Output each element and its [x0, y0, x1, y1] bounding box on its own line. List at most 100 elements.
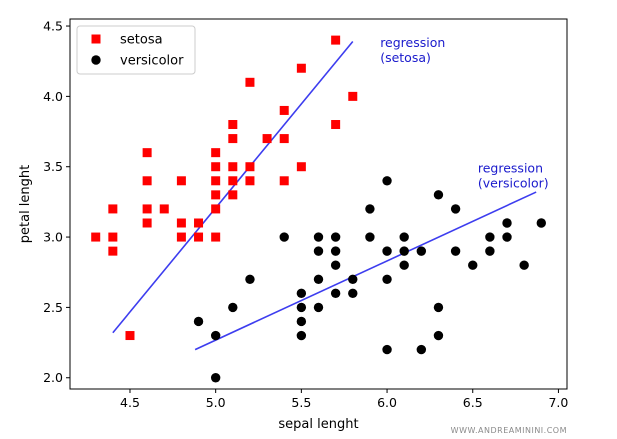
setosa-point	[279, 134, 289, 144]
setosa-point	[108, 232, 118, 242]
versicolor-point	[399, 246, 409, 256]
setosa-point	[245, 77, 255, 87]
versicolor-point	[193, 316, 204, 327]
versicolor-point	[450, 204, 461, 214]
x-tick-label: 6.0	[377, 395, 397, 410]
setosa-point	[211, 162, 221, 172]
versicolor-point	[279, 232, 289, 242]
y-tick-label: 4.5	[43, 19, 63, 34]
setosa-point	[108, 204, 118, 214]
setosa-point	[211, 176, 221, 186]
setosa-point	[262, 134, 272, 144]
setosa-point	[296, 63, 306, 73]
x-tick-label: 5.0	[206, 395, 226, 410]
versicolor-point	[485, 232, 495, 242]
setosa-point	[331, 120, 341, 130]
versicolor-point	[365, 232, 375, 242]
setosa-point	[176, 232, 186, 242]
versicolor-point	[296, 288, 307, 299]
setosa-point	[108, 246, 118, 256]
y-tick-label: 3.0	[43, 230, 63, 245]
versicolor-point	[330, 288, 341, 299]
setosa-point	[142, 176, 152, 186]
versicolor-point	[313, 302, 324, 313]
versicolor-point	[210, 373, 221, 383]
versicolor-point	[348, 274, 358, 284]
versicolor-point	[210, 330, 221, 341]
legend: setosa versicolor	[76, 25, 196, 75]
versicolor-point	[382, 176, 392, 186]
annotation-setosa-line: regression	[380, 35, 445, 50]
y-tick-label: 2.5	[43, 300, 63, 315]
versicolor-point	[330, 246, 341, 256]
legend-label-setosa: setosa	[120, 33, 163, 48]
x-tick-label: 5.5	[291, 395, 311, 410]
setosa-point	[176, 218, 186, 228]
y-tick-label: 4.0	[43, 89, 63, 104]
legend-marker-versicolor	[91, 55, 101, 65]
versicolor-point	[365, 204, 375, 214]
setosa-point	[228, 190, 238, 200]
versicolor-point	[382, 274, 392, 284]
versicolor-point	[313, 232, 324, 242]
annotation-versicolor-line: regression	[478, 160, 543, 175]
versicolor-point	[313, 274, 324, 284]
legend-box	[76, 25, 196, 75]
versicolor-point	[382, 344, 392, 355]
versicolor-point	[416, 246, 427, 256]
plot-area: regression(setosa)regression(versicolor)	[91, 35, 549, 383]
y-tick-label: 3.5	[43, 159, 63, 174]
versicolor-point	[399, 232, 409, 242]
versicolor-point	[296, 302, 307, 313]
setosa-point	[211, 204, 221, 214]
x-axis-label: sepal lenght	[278, 417, 358, 432]
versicolor-point	[228, 302, 238, 313]
versicolor-point	[502, 232, 512, 242]
x-tick-label: 6.5	[463, 395, 483, 410]
regression-versicolor-line	[194, 191, 537, 351]
setosa-point	[279, 105, 289, 115]
versicolor-point	[519, 260, 529, 270]
setosa-point	[348, 91, 358, 101]
setosa-point	[245, 162, 255, 172]
versicolor-point	[245, 274, 255, 284]
setosa-point	[331, 35, 341, 45]
versicolor-point	[348, 288, 358, 299]
versicolor-point	[468, 260, 478, 270]
versicolor-point	[433, 190, 444, 200]
setosa-point	[194, 218, 204, 228]
annotation-versicolor-line: (versicolor)	[478, 175, 549, 190]
versicolor-point	[450, 246, 461, 256]
versicolor-point	[313, 246, 324, 256]
versicolor-point	[296, 330, 307, 341]
versicolor-point	[433, 330, 444, 341]
versicolor-point	[536, 218, 546, 228]
setosa-point	[228, 134, 238, 144]
setosa-point	[194, 232, 204, 242]
versicolor-point	[502, 218, 512, 228]
versicolor-point	[382, 246, 392, 256]
watermark: WWW.ANDREAMININI.COM	[451, 426, 567, 435]
versicolor-point	[399, 260, 409, 270]
x-tick-label: 4.5	[120, 395, 140, 410]
axes: 4.5 5.0 5.5 6.0 6.5 7.0 2.0 2.5 3.0 3.5 4.0 4.5 sepa…	[18, 18, 568, 432]
annotation-setosa-line: (setosa)	[380, 50, 431, 65]
versicolor-point	[330, 232, 341, 242]
setosa-point	[211, 232, 221, 242]
setosa-point	[211, 190, 221, 200]
setosa-point	[142, 204, 152, 214]
versicolor-point	[416, 344, 427, 355]
x-tick-label: 7.0	[548, 395, 568, 410]
setosa-point	[228, 162, 238, 172]
setosa-point	[142, 218, 152, 228]
setosa-point	[245, 176, 255, 186]
legend-label-versicolor: versicolor	[120, 54, 184, 69]
setosa-point	[125, 331, 135, 341]
setosa-point	[279, 176, 289, 186]
setosa-point	[228, 120, 238, 130]
versicolor-point	[330, 260, 341, 270]
setosa-point	[176, 176, 186, 186]
setosa-point	[211, 148, 221, 158]
y-tick-label: 2.0	[43, 370, 63, 385]
